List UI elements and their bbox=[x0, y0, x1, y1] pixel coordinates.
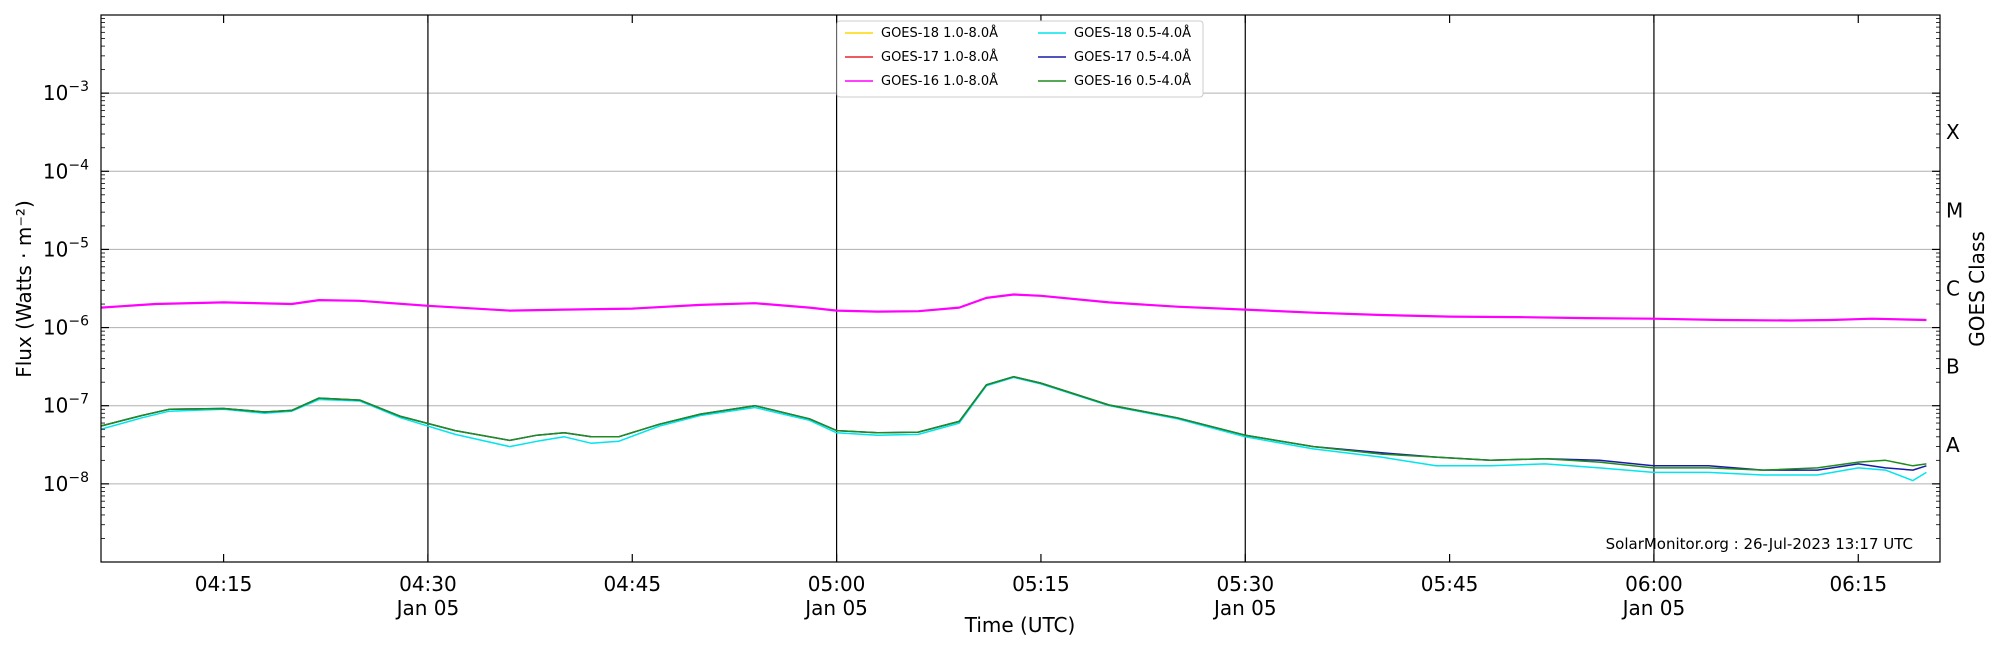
goes-class-label: X bbox=[1946, 120, 1960, 144]
y-axis-title: Flux (Watts · m⁻²) bbox=[12, 200, 36, 378]
goes-class-label: C bbox=[1946, 277, 1960, 301]
goes-class-label: M bbox=[1946, 198, 1963, 222]
x-tick-date-label: Jan 05 bbox=[395, 596, 460, 620]
x-tick-date-label: Jan 05 bbox=[1212, 596, 1277, 620]
legend: GOES-18 1.0-8.0Å GOES-17 1.0-8.0Å GOES-16 … bbox=[836, 20, 1204, 98]
x-tick-date-label: Jan 05 bbox=[803, 596, 868, 620]
x-tick-date-label: Jan 05 bbox=[1621, 596, 1686, 620]
legend-entry: GOES-17 1.0-8.0Å bbox=[881, 49, 998, 65]
goes-class-label: B bbox=[1946, 355, 1960, 379]
plot-frame bbox=[100, 14, 1941, 563]
x-tick-label: 05:30 bbox=[1216, 572, 1274, 596]
goes-class-label: A bbox=[1946, 433, 1960, 457]
legend-entry: GOES-17 0.5-4.0Å bbox=[1074, 49, 1191, 65]
x-tick-label: 05:15 bbox=[1012, 572, 1070, 596]
goes-class-labels-layer: A B C M X bbox=[1946, 120, 1963, 457]
series-line bbox=[100, 293, 1927, 322]
y-tick-label: 10−5 bbox=[43, 235, 89, 261]
legend-entry: GOES-18 0.5-4.0Å bbox=[1074, 25, 1191, 41]
x-tick-label: 04:15 bbox=[195, 572, 253, 596]
legend-entry: GOES-16 1.0-8.0Å bbox=[881, 73, 998, 89]
y-tick-label: 10−6 bbox=[43, 314, 89, 340]
goes-class-axis-title: GOES Class bbox=[1965, 231, 1989, 347]
legend-entry: GOES-16 0.5-4.0Å bbox=[1074, 73, 1191, 89]
legend-entry: GOES-18 1.0-8.0Å bbox=[881, 25, 998, 41]
series-layer bbox=[100, 293, 1927, 482]
x-tick-label: 06:15 bbox=[1829, 572, 1887, 596]
y-tick-label: 10−4 bbox=[43, 157, 89, 183]
y-tick-label: 10−8 bbox=[43, 470, 89, 496]
x-tick-label: 05:00 bbox=[808, 572, 866, 596]
y-tick-label: 10−7 bbox=[43, 392, 89, 418]
x-tick-label: 06:00 bbox=[1625, 572, 1683, 596]
x-tick-label: 05:45 bbox=[1421, 572, 1479, 596]
vertical-lines-layer bbox=[427, 15, 1655, 562]
x-tick-label: 04:30 bbox=[399, 572, 457, 596]
y-tick-label: 10−3 bbox=[43, 79, 89, 105]
x-axis-title: Time (UTC) bbox=[964, 613, 1076, 637]
legend-box bbox=[836, 20, 1204, 98]
series-line bbox=[100, 376, 1927, 482]
series-line bbox=[100, 375, 1927, 471]
watermark: SolarMonitor.org : 26-Jul-2023 13:17 UTC bbox=[1606, 535, 1913, 553]
tick-layer bbox=[101, 15, 1940, 562]
x-tick-label: 04:45 bbox=[603, 572, 661, 596]
